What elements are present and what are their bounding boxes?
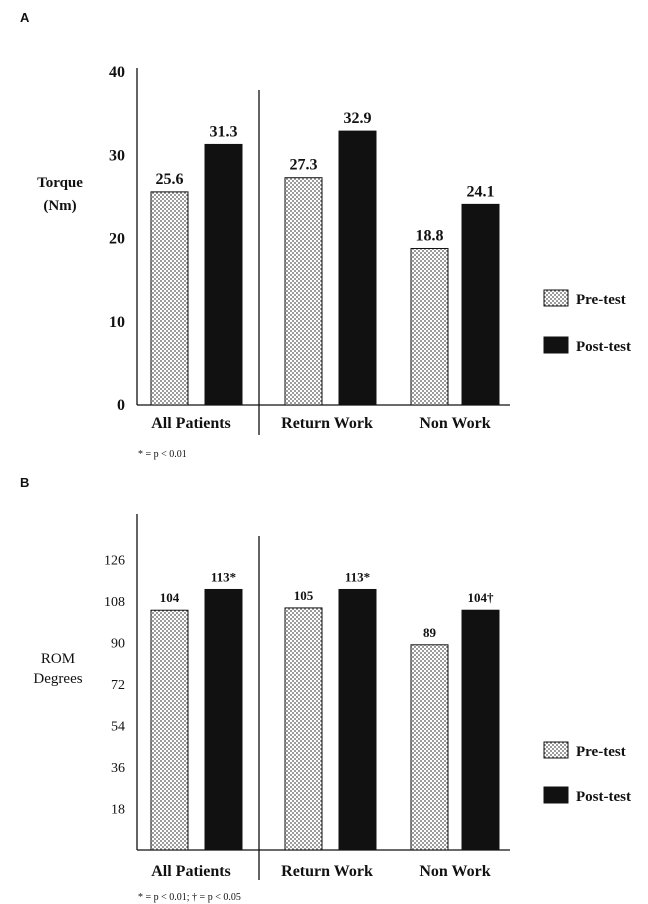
bar-post-test <box>338 588 377 851</box>
y-tick-label: 108 <box>104 595 125 610</box>
bar-pre-test <box>150 191 189 406</box>
category-label: All Patients <box>151 415 231 432</box>
category-label: Return Work <box>281 415 373 432</box>
y-tick-label: 72 <box>111 678 125 693</box>
bar-value-label: 27.3 <box>290 157 318 174</box>
bar-pre-test <box>284 607 323 851</box>
bar-pre-test <box>284 177 323 406</box>
legend-swatch-post-test <box>543 786 569 804</box>
legend-label-pre-test: Pre-test <box>576 744 626 760</box>
bar-value-label: 31.3 <box>210 123 238 140</box>
bar-pre-test <box>410 644 449 851</box>
legend-label-post-test: Post-test <box>576 339 631 355</box>
y-tick-label: 10 <box>109 314 125 331</box>
bar-value-label: 89 <box>423 625 437 640</box>
y-tick-label: 90 <box>111 637 125 652</box>
panel-letter: A <box>20 10 30 25</box>
significance-note: * = p < 0.01 <box>138 449 187 460</box>
bar-value-label: 113* <box>345 569 370 584</box>
legend-swatch-pre-test <box>543 289 569 307</box>
bar-post-test <box>204 143 243 406</box>
panel-letter: B <box>20 475 29 490</box>
y-tick-label: 54 <box>111 720 125 735</box>
bar-value-label: 24.1 <box>467 183 495 200</box>
significance-note: * = p < 0.01; † = p < 0.05 <box>138 892 241 903</box>
y-tick-label: 18 <box>111 803 125 818</box>
category-label: All Patients <box>151 863 231 880</box>
bar-value-label: 25.6 <box>156 171 184 188</box>
y-tick-label: 126 <box>104 554 125 569</box>
y-tick-label: 20 <box>109 231 125 248</box>
legend-label-pre-test: Pre-test <box>576 292 626 308</box>
bar-post-test <box>204 588 243 851</box>
y-axis-label: Torque <box>37 175 83 191</box>
category-label: Non Work <box>419 863 490 880</box>
legend-swatch-post-test <box>543 336 569 354</box>
y-axis-label: ROM <box>41 651 75 667</box>
bar-value-label: 104 <box>160 590 180 605</box>
legend-swatch-pre-test <box>543 741 569 759</box>
y-axis-label: (Nm) <box>43 198 76 214</box>
bar-value-label: 105 <box>294 588 314 603</box>
bar-post-test <box>338 130 377 406</box>
bar-value-label: 104† <box>468 590 495 605</box>
bar-value-label: 32.9 <box>344 110 372 127</box>
bar-value-label: 18.8 <box>416 227 444 244</box>
category-label: Return Work <box>281 863 373 880</box>
y-tick-label: 0 <box>117 397 125 414</box>
category-label: Non Work <box>419 415 490 432</box>
legend-label-post-test: Post-test <box>576 789 631 805</box>
bar-post-test <box>461 609 500 851</box>
y-tick-label: 30 <box>109 147 125 164</box>
bar-value-label: 113* <box>211 569 236 584</box>
y-axis-label: Degrees <box>33 671 82 687</box>
y-tick-label: 36 <box>111 761 125 776</box>
y-tick-label: 40 <box>109 64 125 81</box>
bar-pre-test <box>410 247 449 406</box>
bar-post-test <box>461 203 500 406</box>
bar-pre-test <box>150 609 189 851</box>
